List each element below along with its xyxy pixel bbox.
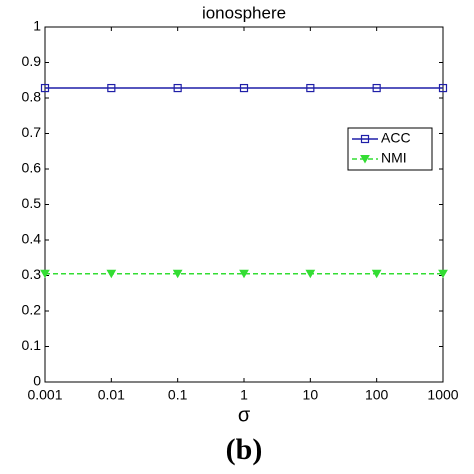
caption: (b) <box>226 433 263 466</box>
y-tick-label: 0.6 <box>22 160 42 176</box>
y-tick-label: 0.3 <box>22 266 42 282</box>
x-tick-label: 0.01 <box>98 387 125 403</box>
x-tick-label: 10 <box>303 387 319 403</box>
point-marker <box>438 83 448 93</box>
point-marker <box>239 83 249 93</box>
point-marker <box>172 269 183 279</box>
y-tick-label: 0.9 <box>22 53 42 69</box>
y-tick-label: 0.4 <box>22 231 42 247</box>
chart-title: ionosphere <box>202 3 286 22</box>
point-marker <box>106 269 117 279</box>
x-tick-label: 1 <box>240 387 248 403</box>
point-marker <box>40 83 50 93</box>
y-tick-label: 0.8 <box>22 89 42 105</box>
plot-frame <box>44 26 444 383</box>
point-marker <box>40 269 50 279</box>
point-marker <box>107 83 116 93</box>
x-tick-label: 100 <box>365 387 389 403</box>
y-tick-label: 0.2 <box>22 302 42 318</box>
point-marker <box>173 83 182 93</box>
y-tick-label: 0.5 <box>22 195 42 211</box>
x-tick-label: 1000 <box>427 387 458 403</box>
point-marker <box>371 269 382 279</box>
y-tick-label: 0.7 <box>22 124 42 140</box>
point-marker <box>372 83 381 93</box>
x-axis-label: σ <box>238 404 251 426</box>
point-marker <box>438 269 448 279</box>
x-tick-label: 0.1 <box>168 387 188 403</box>
y-tick-label: 1 <box>33 18 41 34</box>
y-tick-label: 0 <box>33 373 41 389</box>
point-marker <box>306 83 315 93</box>
legend-label: NMI <box>381 150 407 166</box>
legend-label: ACC <box>381 130 411 146</box>
point-marker <box>360 134 370 144</box>
point-marker <box>360 155 370 164</box>
point-marker <box>305 269 316 279</box>
x-tick-label: 0.001 <box>27 387 62 403</box>
point-marker <box>239 269 249 279</box>
y-tick-label: 0.1 <box>22 337 42 353</box>
